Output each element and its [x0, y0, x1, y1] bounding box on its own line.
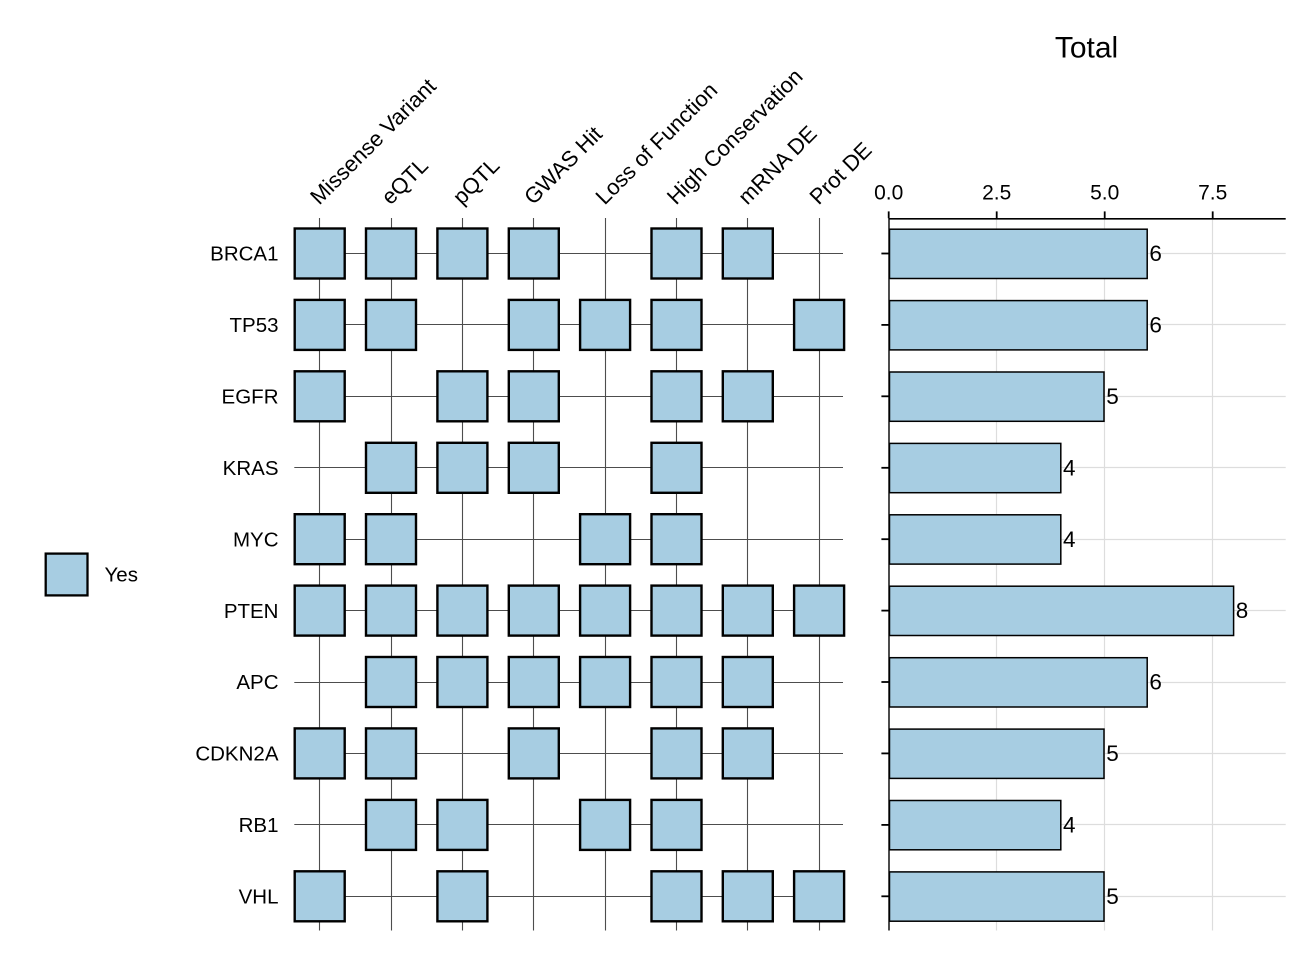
svg-text:2.5: 2.5 [982, 181, 1011, 204]
svg-text:5.0: 5.0 [1090, 181, 1119, 204]
svg-text:VHL: VHL [239, 886, 279, 909]
svg-text:6: 6 [1149, 241, 1162, 266]
svg-text:4: 4 [1063, 813, 1076, 838]
svg-text:6: 6 [1149, 313, 1162, 338]
svg-text:RB1: RB1 [239, 814, 279, 837]
svg-text:KRAS: KRAS [223, 457, 279, 480]
svg-text:CDKN2A: CDKN2A [195, 743, 278, 766]
svg-text:TP53: TP53 [230, 314, 279, 337]
svg-text:APC: APC [236, 671, 278, 694]
svg-text:EGFR: EGFR [222, 386, 279, 409]
svg-text:Total: Total [1055, 31, 1118, 64]
svg-text:5: 5 [1106, 741, 1119, 766]
svg-text:BRCA1: BRCA1 [210, 243, 278, 266]
svg-text:0.0: 0.0 [874, 181, 903, 204]
svg-text:5: 5 [1106, 384, 1119, 409]
svg-text:Yes: Yes [105, 564, 138, 587]
svg-text:PTEN: PTEN [224, 600, 279, 623]
svg-text:5: 5 [1106, 884, 1119, 909]
svg-text:4: 4 [1063, 455, 1076, 480]
svg-text:8: 8 [1236, 598, 1249, 623]
svg-text:4: 4 [1063, 527, 1076, 552]
svg-text:MYC: MYC [233, 528, 279, 551]
svg-text:7.5: 7.5 [1198, 181, 1227, 204]
svg-text:6: 6 [1149, 670, 1162, 695]
